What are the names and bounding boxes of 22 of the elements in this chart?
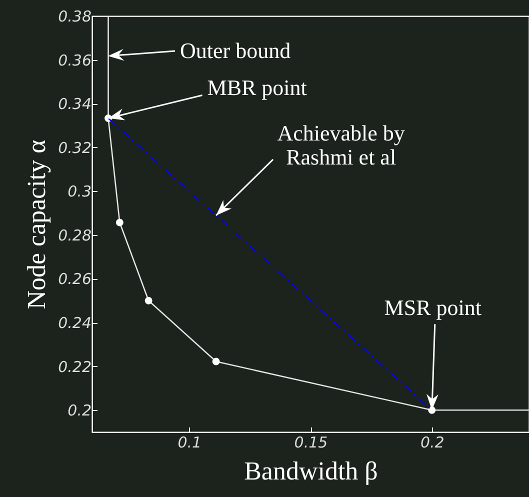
x-axis-title: Bandwidth β — [244, 456, 378, 486]
annotation: MBR point — [207, 75, 307, 100]
x-tick-label: 0.2 — [420, 434, 444, 452]
annotation: Achievable by Rashmi et al — [277, 120, 405, 170]
y-tick-label: 0.28 — [58, 226, 92, 244]
y-tick-label: 0.22 — [58, 358, 92, 376]
y-tick-label: 0.32 — [58, 138, 92, 157]
annotation: MSR point — [384, 295, 482, 320]
y-tick-label: 0.26 — [58, 270, 92, 288]
y-tick-label: 0.3 — [68, 182, 92, 201]
point — [144, 296, 152, 304]
x-tick-label: 0.1 — [178, 434, 202, 452]
point — [116, 218, 124, 226]
annotation: Outer bound — [180, 38, 291, 63]
y-tick-label: 0.38 — [58, 8, 92, 26]
x-tick-label: 0.15 — [294, 434, 328, 452]
y-tick-label: 0.34 — [58, 95, 92, 114]
y-tick-label: 0.24 — [58, 314, 92, 332]
y-tick-label: 0.2 — [68, 402, 92, 420]
y-axis-title: Node capacity α — [22, 139, 52, 310]
y-tick-label: 0.36 — [58, 51, 92, 70]
point — [212, 358, 220, 366]
